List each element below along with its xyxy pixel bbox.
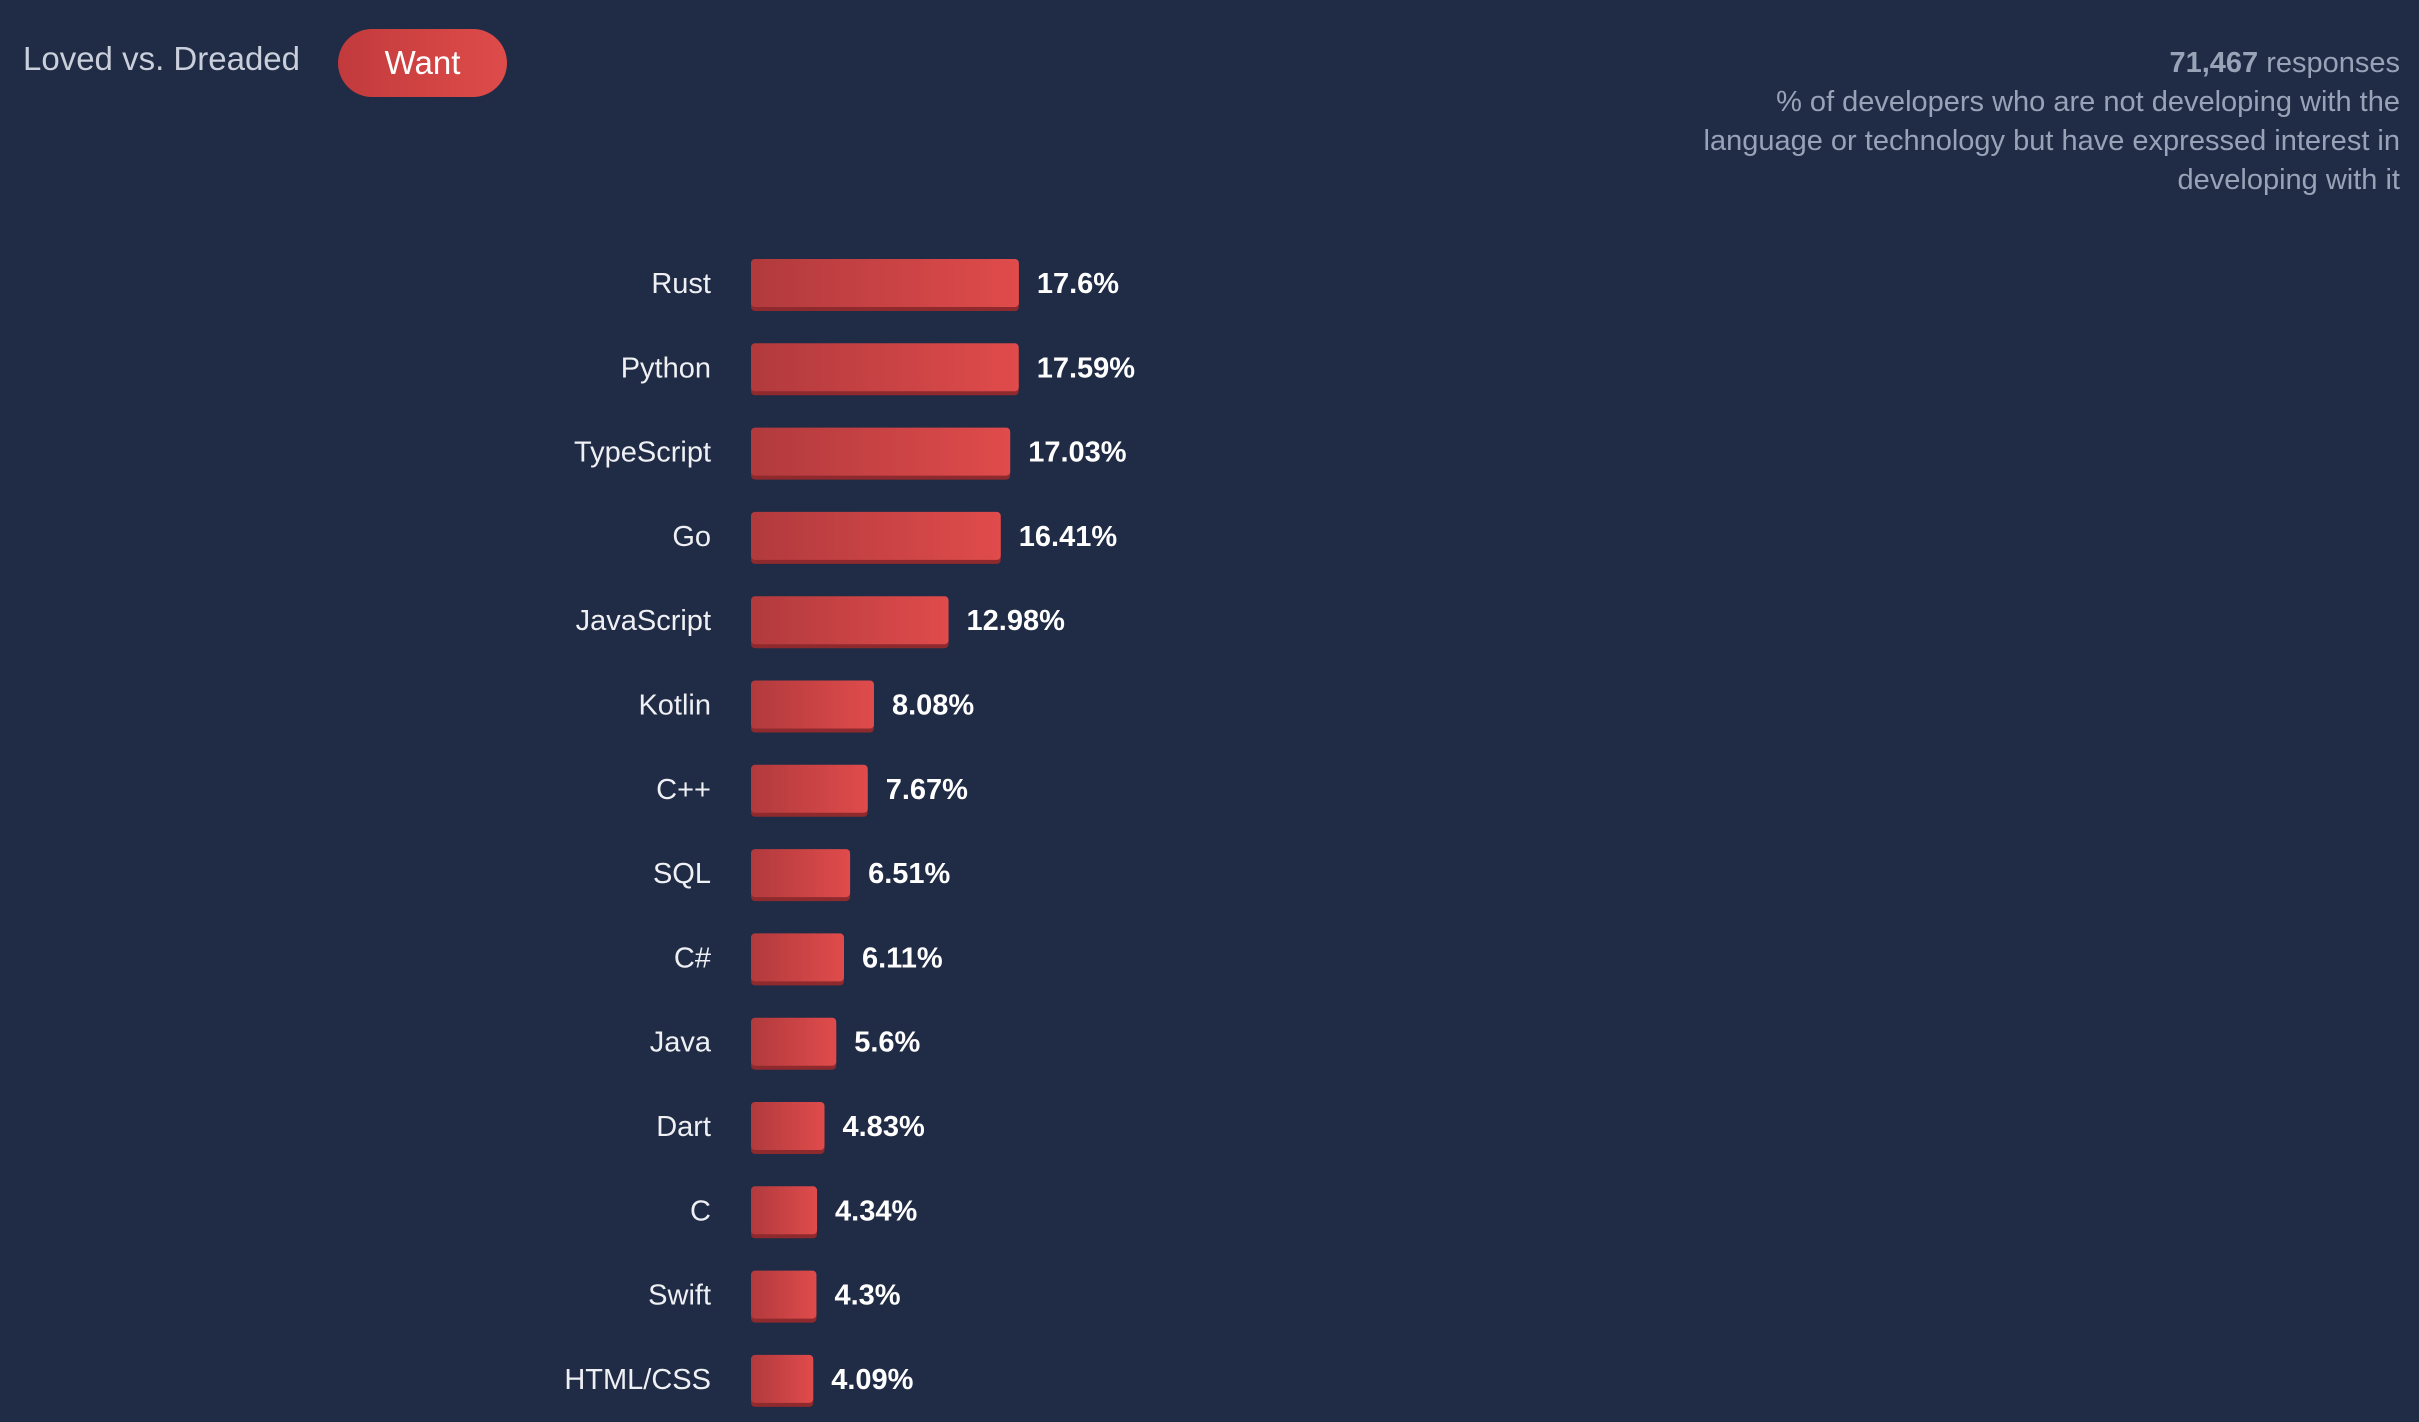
value-label: 17.59%: [1037, 352, 1136, 384]
value-label: 4.09%: [831, 1364, 913, 1396]
category-label: Python: [621, 352, 711, 384]
category-label: Swift: [648, 1280, 711, 1312]
bar[interactable]: [751, 1354, 814, 1403]
category-label: C++: [656, 774, 711, 806]
value-label: 6.11%: [862, 942, 943, 974]
bar[interactable]: [751, 343, 1019, 392]
chart-summary: 71,467 responses % of developers who are…: [1700, 44, 2400, 200]
category-label: Rust: [651, 268, 711, 300]
value-label: 17.6%: [1037, 268, 1119, 300]
bar[interactable]: [751, 1102, 825, 1150]
response-count-suffix: responses: [2258, 47, 2400, 79]
bar[interactable]: [751, 849, 851, 898]
bar[interactable]: [751, 596, 949, 645]
value-label: 5.6%: [854, 1027, 920, 1059]
category-label: C#: [674, 942, 711, 974]
chart-description: % of developers who are not developing w…: [1703, 86, 2400, 196]
value-label: 8.08%: [892, 690, 974, 722]
category-label: Go: [672, 521, 711, 553]
category-label: Java: [650, 1027, 712, 1059]
bar[interactable]: [751, 933, 844, 982]
category-label: TypeScript: [574, 437, 711, 469]
value-label: 16.41%: [1019, 521, 1118, 553]
response-count-line: 71,467 responses: [1700, 44, 2400, 83]
bar[interactable]: [751, 1017, 837, 1066]
value-label: 4.83%: [843, 1111, 925, 1143]
category-label: JavaScript: [576, 605, 711, 637]
bar[interactable]: [751, 511, 1001, 560]
category-label: C: [690, 1195, 711, 1227]
bar[interactable]: [751, 680, 874, 729]
tab-loved-vs-dreaded[interactable]: Loved vs. Dreaded: [23, 40, 301, 77]
response-count: 71,467: [2169, 47, 2259, 79]
bar[interactable]: [751, 764, 868, 813]
category-label: Dart: [656, 1111, 711, 1143]
category-label: SQL: [653, 858, 711, 890]
value-label: 7.67%: [886, 774, 968, 806]
bar[interactable]: [751, 427, 1011, 476]
bar[interactable]: [751, 1270, 817, 1319]
value-label: 17.03%: [1028, 437, 1127, 469]
bar[interactable]: [751, 259, 1019, 307]
tab-want[interactable]: Want: [338, 29, 507, 97]
category-label: Kotlin: [638, 690, 711, 722]
category-label: HTML/CSS: [564, 1364, 711, 1396]
value-label: 6.51%: [868, 858, 950, 890]
value-label: 4.3%: [834, 1280, 900, 1312]
value-label: 12.98%: [967, 605, 1066, 637]
bar[interactable]: [751, 1186, 818, 1235]
value-label: 4.34%: [835, 1195, 917, 1227]
